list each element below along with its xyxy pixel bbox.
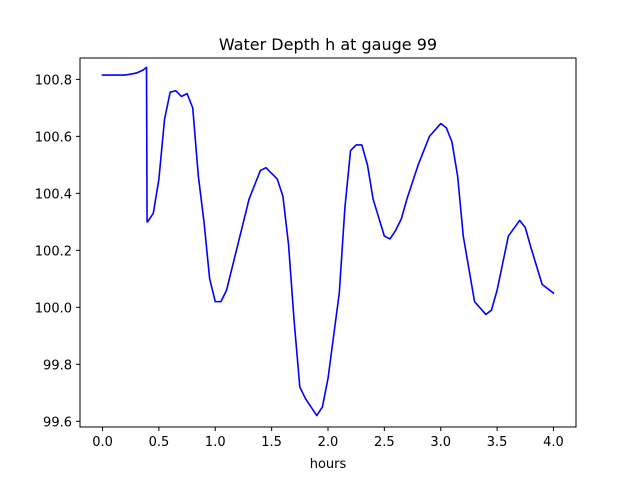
x-tick-label: 4.0	[543, 435, 564, 450]
y-tick-label: 99.8	[43, 358, 72, 373]
axes-frame	[79, 57, 577, 428]
x-axis-label: hours	[310, 457, 347, 472]
y-tick-label: 100.0	[35, 301, 72, 316]
x-tick-label: 2.5	[374, 435, 395, 450]
x-tick-label: 2.0	[318, 435, 339, 450]
y-tick-label: 100.8	[35, 73, 72, 88]
x-tick-label: 3.0	[430, 435, 451, 450]
y-tick-label: 100.4	[35, 187, 72, 202]
plot-area	[101, 66, 555, 417]
y-tick-label: 99.6	[43, 415, 72, 430]
x-tick-label: 1.5	[261, 435, 282, 450]
x-tick-label: 3.5	[487, 435, 508, 450]
y-tick-label: 100.6	[35, 130, 72, 145]
series-line-0	[101, 66, 555, 417]
x-tick-label: 0.5	[149, 435, 170, 450]
x-tick-label: 0.0	[92, 435, 113, 450]
axes: 0.0 0.5 1.0 1.5 2.0 2.5 3.0 3.5 4.0 99.6 99.8 100.0…	[35, 57, 577, 450]
x-tick-label: 1.0	[205, 435, 226, 450]
y-tick-label: 100.2	[35, 244, 72, 259]
chart-title: Water Depth h at gauge 99	[219, 35, 437, 54]
